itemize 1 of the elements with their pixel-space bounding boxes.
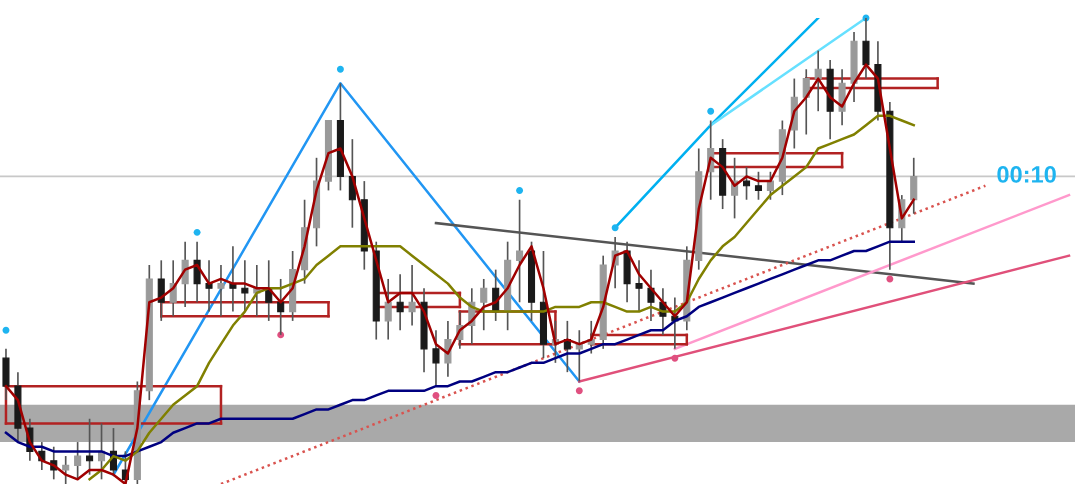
annotation: 00:10	[997, 166, 1056, 183]
